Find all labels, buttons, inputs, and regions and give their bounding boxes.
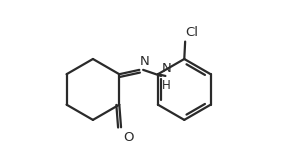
- Text: Cl: Cl: [186, 26, 199, 39]
- Text: O: O: [123, 131, 134, 144]
- Text: H: H: [162, 79, 171, 92]
- Text: N: N: [140, 55, 150, 68]
- Text: N: N: [162, 62, 171, 75]
